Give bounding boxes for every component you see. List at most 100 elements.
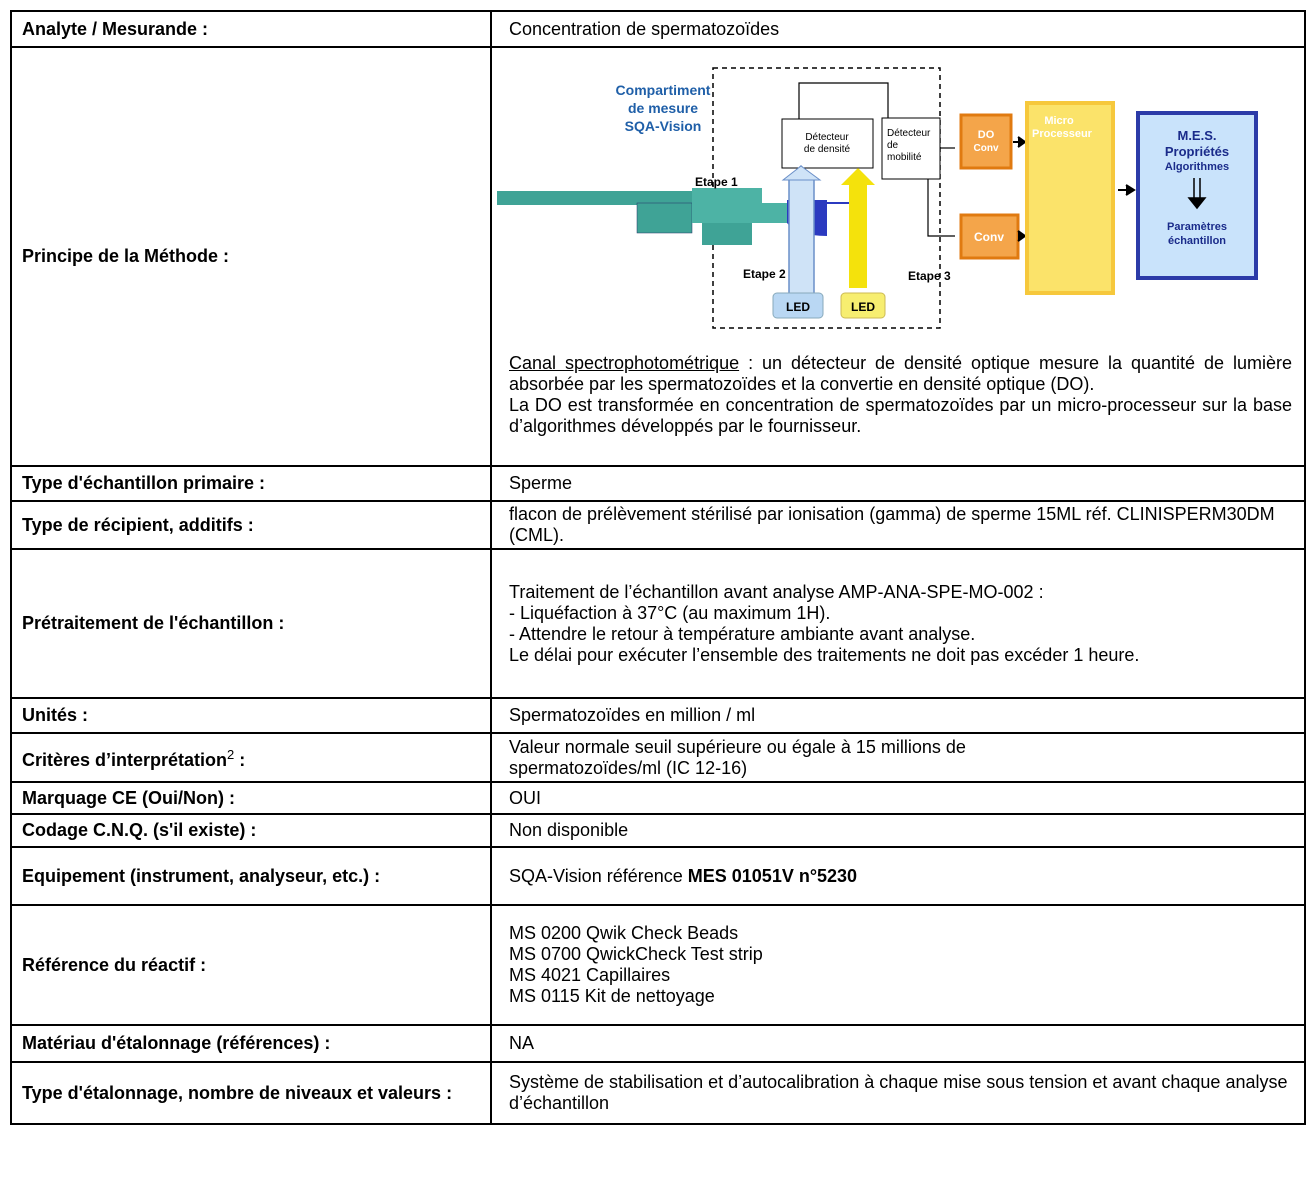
row-label: Critères d’interprétation2 : xyxy=(10,732,492,783)
table-row: Equipement (instrument, analyseur, etc.)… xyxy=(10,846,1306,906)
value-text: Concentration de spermatozoïdes xyxy=(509,18,780,39)
method-diagram: Compartiment de mesure SQA-Vision Etape … xyxy=(497,67,1258,329)
table-row: Type d'étalonnage, nombre de niveaux et … xyxy=(10,1061,1306,1125)
table-row: Critères d’interprétation2 : Valeur norma… xyxy=(10,732,1306,783)
row-label: Type d'échantillon primaire : xyxy=(10,465,492,502)
row-value: Valeur normale seuil supérieure ou égale… xyxy=(490,732,1306,783)
value-text: SQA-Vision référence xyxy=(509,865,688,886)
row-label: Type d'étalonnage, nombre de niveaux et … xyxy=(10,1061,492,1125)
table-row: Matériau d'étalonnage (références) : NA xyxy=(10,1024,1306,1063)
label-text: Principe de la Méthode : xyxy=(22,246,230,266)
value-text: Sperme xyxy=(509,473,573,493)
table-row: Analyte / Mesurande : Concentration de sp… xyxy=(10,10,1306,48)
label-text: Matériau d'étalonnage (références) : xyxy=(22,1033,331,1053)
table-row: Référence du réactif : MS 0200 Qwik Check… xyxy=(10,904,1306,1026)
detector-label: Détecteur xyxy=(887,128,931,139)
led-label: LED xyxy=(851,300,875,314)
mes-box xyxy=(1136,111,1258,280)
value-line: Valeur normale seuil supérieure ou égale… xyxy=(509,736,966,757)
mes-label: M.E.S. xyxy=(1177,128,1216,143)
compartment-label: SQA-Vision xyxy=(625,118,702,134)
row-label: Equipement (instrument, analyseur, etc.)… xyxy=(10,846,492,906)
label-text: Référence du réactif : xyxy=(22,954,207,975)
converter-label: Conv xyxy=(974,230,1004,244)
table-row: Marquage CE (Oui/Non) : OUI xyxy=(10,781,1306,815)
step-label: Etape 2 xyxy=(743,267,786,281)
table-row: Type d'échantillon primaire : Sperme xyxy=(10,465,1306,502)
row-value: SQA-Vision référence MES 01051V n°5230 xyxy=(490,846,1306,906)
row-value: OUI xyxy=(490,781,1306,815)
row-label: Type de récipient, additifs : xyxy=(10,500,492,550)
value-line: Traitement de l’échantillon avant analys… xyxy=(509,581,1044,602)
light-arrow xyxy=(841,168,875,185)
converter-label: Conv xyxy=(974,143,999,154)
compartment-label: Compartiment xyxy=(616,82,711,98)
row-value: MS 0200 Qwik Check Beads MS 0700 QwickChe… xyxy=(490,904,1306,1026)
compartment-label: de mesure xyxy=(628,100,698,116)
row-value: Système de stabilisation et d’autocalibr… xyxy=(490,1061,1306,1125)
params-label: Paramètres xyxy=(1167,221,1227,233)
label-text: Prétraitement de l'échantillon : xyxy=(22,613,285,633)
label-text: Type d'étalonnage, nombre de niveaux et … xyxy=(22,1082,453,1103)
value-text: Non disponible xyxy=(509,820,629,840)
label-text: Critères d’interprétation xyxy=(22,750,228,770)
converter xyxy=(959,113,1013,170)
row-label: Référence du réactif : xyxy=(10,904,492,1026)
light-arrow xyxy=(788,177,815,299)
row-label: Marquage CE (Oui/Non) : xyxy=(10,781,492,815)
arrow xyxy=(1187,178,1207,210)
label-text: Codage C.N.Q. (s'il existe) : xyxy=(22,820,257,840)
table-row: Type de récipient, additifs : flacon de p… xyxy=(10,500,1306,550)
label-text: Analyte / Mesurande : xyxy=(22,18,209,39)
table-row: Codage C.N.Q. (s'il existe) : Non disponi… xyxy=(10,813,1306,848)
row-value: Sperme xyxy=(490,465,1306,502)
description: La DO est transformée en concentration d… xyxy=(509,395,1292,436)
light-arrow xyxy=(781,165,822,181)
led-label: LED xyxy=(786,300,810,314)
value-text: Spermatozoïdes en million / ml xyxy=(509,705,756,725)
microprocessor-label: Processeur xyxy=(1032,128,1093,140)
value-text: NA xyxy=(509,1033,535,1053)
label-text: Type de récipient, additifs : xyxy=(22,514,254,535)
table-row: Principe de la Méthode : Compartiment de… xyxy=(10,46,1306,467)
mes-label: Algorithmes xyxy=(1165,161,1229,173)
row-value: Compartiment de mesure SQA-Vision Etape … xyxy=(490,46,1306,467)
microprocessor xyxy=(1025,101,1115,295)
value-line: - Attendre le retour à température ambia… xyxy=(509,623,976,644)
microprocessor-label: Micro xyxy=(1044,115,1074,127)
table-row: Prétraitement de l'échantillon : Traiteme… xyxy=(10,548,1306,699)
value-line: MS 0700 QwickCheck Test strip xyxy=(509,944,763,964)
row-label: Unités : xyxy=(10,697,492,734)
params-label: échantillon xyxy=(1168,235,1226,247)
detector-label: mobilité xyxy=(887,152,922,163)
spec-table: Analyte / Mesurande : Concentration de sp… xyxy=(10,10,1306,1125)
detector-label: de densité xyxy=(804,144,851,155)
description-text: : un détecteur de densité optique mesure… xyxy=(509,353,1293,394)
value-line: MS 0115 Kit de nettoyage xyxy=(509,986,715,1006)
table-row: Unités : Spermatozoïdes en million / ml xyxy=(10,697,1306,734)
row-label: Analyte / Mesurande : xyxy=(10,10,492,48)
value-text: flacon de prélèvement stérilisé par ioni… xyxy=(509,504,1275,545)
value-line: MS 0200 Qwik Check Beads xyxy=(509,923,739,943)
row-value: Non disponible xyxy=(490,813,1306,848)
row-label: Principe de la Méthode : xyxy=(10,46,492,467)
label-text: Type d'échantillon primaire : xyxy=(22,473,265,493)
row-label: Prétraitement de l'échantillon : xyxy=(10,548,492,699)
value-line: Le délai pour exécuter l’ensemble des tr… xyxy=(509,644,1140,665)
arrow xyxy=(1118,184,1136,196)
mes-label: Propriétés xyxy=(1165,144,1229,159)
value-bold: MES 01051V n°5230 xyxy=(687,865,858,886)
row-label: Codage C.N.Q. (s'il existe) : xyxy=(10,813,492,848)
value-text: Système de stabilisation et d’autocalibr… xyxy=(509,1072,1288,1113)
led xyxy=(772,292,824,319)
converter-label: DO xyxy=(978,129,995,141)
table-body: Analyte / Mesurande : Concentration de sp… xyxy=(10,10,1306,1125)
value-line: - Liquéfaction à 37°C (au maximum 1H). xyxy=(509,602,831,623)
led xyxy=(840,292,886,319)
row-value: Concentration de spermatozoïdes xyxy=(490,10,1306,48)
row-label: Matériau d'étalonnage (références) : xyxy=(10,1024,492,1063)
label-text: : xyxy=(234,750,246,770)
description: Canal spectrophotométrique : un détecteu… xyxy=(509,353,1292,395)
row-value: flacon de prélèvement stérilisé par ioni… xyxy=(490,500,1306,550)
